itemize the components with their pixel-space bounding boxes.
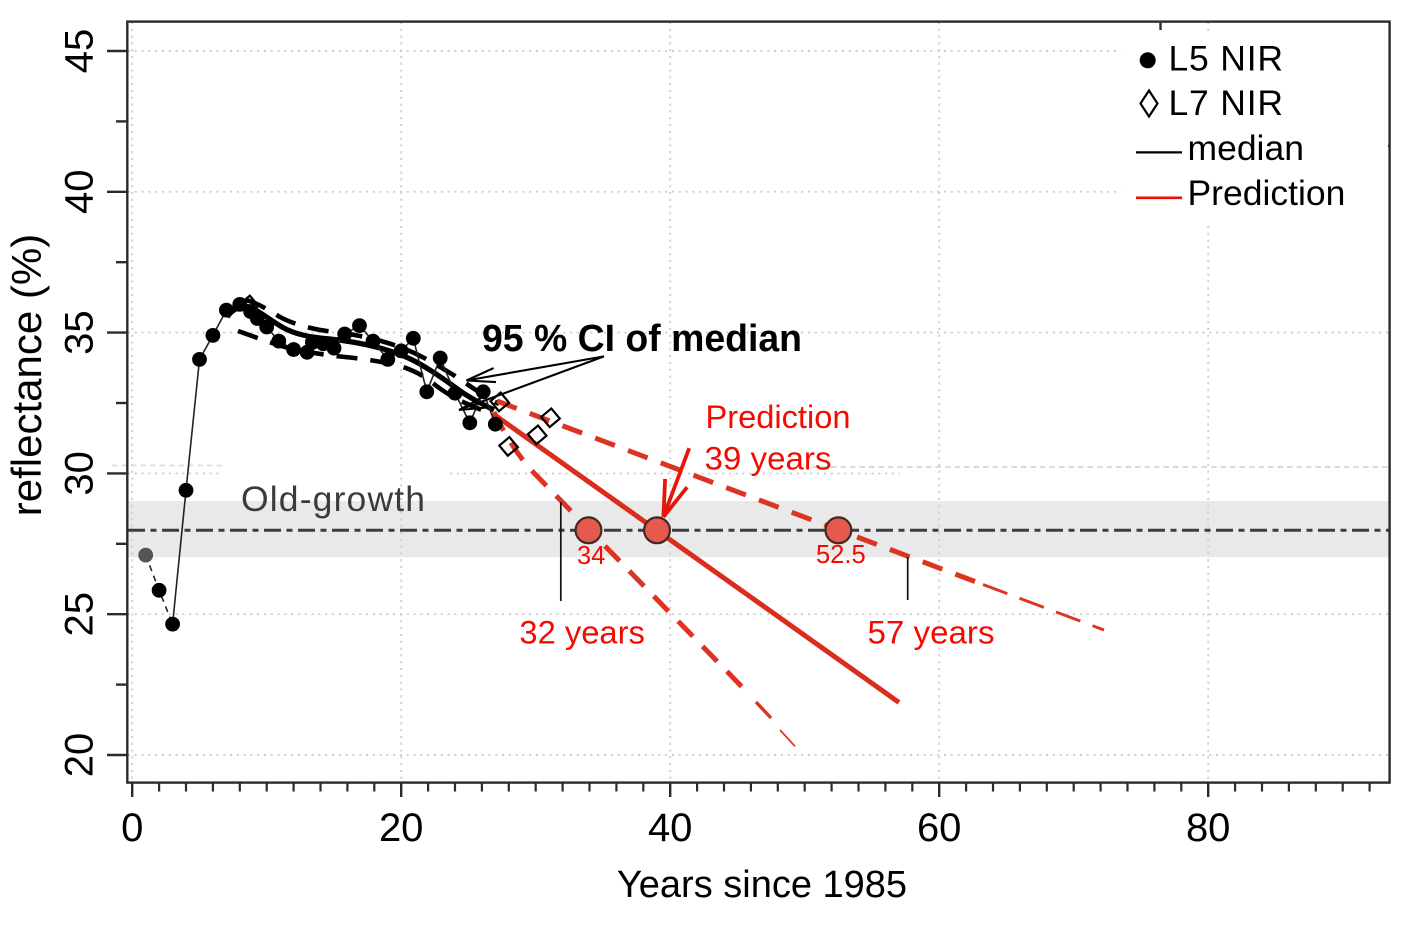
svg-text:Old-growth: Old-growth — [241, 479, 425, 519]
svg-text:20: 20 — [58, 733, 102, 778]
svg-text:35: 35 — [58, 310, 102, 355]
svg-text:40: 40 — [58, 170, 102, 215]
svg-text:L5 NIR: L5 NIR — [1169, 39, 1284, 79]
svg-text:Years since 1985: Years since 1985 — [617, 864, 907, 906]
svg-text:20: 20 — [379, 806, 424, 850]
svg-text:57 years: 57 years — [868, 615, 995, 651]
svg-text:80: 80 — [1186, 806, 1231, 850]
svg-text:L7 NIR: L7 NIR — [1169, 83, 1284, 123]
svg-text:60: 60 — [917, 806, 962, 850]
svg-text:25: 25 — [58, 592, 102, 637]
svg-text:Prediction: Prediction — [1188, 173, 1346, 213]
svg-text:34: 34 — [577, 542, 605, 570]
svg-text:30: 30 — [58, 451, 102, 496]
svg-text:95 % CI of median: 95 % CI of median — [482, 318, 802, 360]
svg-text:52.5: 52.5 — [816, 541, 866, 569]
svg-text:Prediction: Prediction — [706, 399, 851, 435]
svg-text:39 years: 39 years — [705, 441, 832, 477]
svg-text:32 years: 32 years — [519, 615, 645, 651]
svg-text:40: 40 — [648, 806, 693, 850]
svg-text:45: 45 — [58, 29, 102, 74]
svg-text:0: 0 — [121, 806, 143, 850]
svg-text:reflectance (%): reflectance (%) — [3, 234, 50, 516]
svg-text:median: median — [1188, 128, 1304, 168]
